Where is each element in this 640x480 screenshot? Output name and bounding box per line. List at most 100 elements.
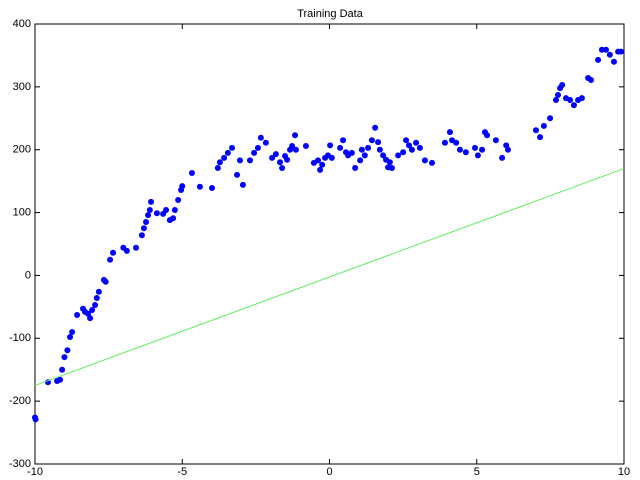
data-point (163, 207, 170, 214)
data-point (236, 157, 243, 164)
data-point (145, 212, 152, 219)
data-point (289, 142, 296, 149)
y-tick-label: -300 (9, 458, 31, 470)
data-point (456, 146, 463, 153)
data-point (618, 48, 625, 55)
data-point (416, 144, 423, 151)
data-point (441, 139, 448, 146)
data-point (400, 149, 407, 156)
data-point (262, 139, 269, 146)
data-point (406, 142, 413, 149)
data-point (588, 76, 595, 83)
data-point (380, 152, 387, 159)
x-tick-label: -5 (177, 466, 187, 478)
data-point (421, 157, 428, 164)
data-point (246, 157, 253, 164)
data-point (610, 58, 617, 65)
data-point (110, 249, 117, 256)
data-point (123, 247, 130, 254)
data-point (484, 132, 491, 139)
data-point (547, 115, 554, 122)
data-point (357, 157, 364, 164)
data-point (352, 164, 359, 171)
data-point (188, 169, 195, 176)
data-point (462, 149, 469, 156)
data-point (279, 164, 286, 171)
data-point (570, 102, 577, 109)
data-point (67, 334, 74, 341)
data-point (361, 152, 368, 159)
data-point (148, 198, 155, 205)
data-point (595, 56, 602, 63)
data-point (214, 164, 221, 171)
data-point (540, 122, 547, 129)
data-point (413, 139, 420, 146)
data-point (93, 295, 100, 302)
data-point (567, 97, 574, 104)
data-point (603, 46, 610, 53)
y-tick-label: -200 (9, 395, 31, 407)
data-point (302, 142, 309, 149)
data-point (552, 97, 559, 104)
data-point (102, 278, 109, 285)
data-point (532, 127, 539, 134)
data-point (57, 376, 64, 383)
data-point (537, 134, 544, 141)
data-point (61, 354, 68, 361)
x-tick-label: 5 (474, 466, 480, 478)
data-point (499, 154, 506, 161)
data-point (598, 46, 605, 53)
data-point (170, 215, 177, 222)
data-point (395, 152, 402, 159)
data-point (64, 347, 71, 354)
plot-frame (34, 23, 625, 465)
data-point (32, 416, 39, 423)
data-point (92, 301, 99, 308)
data-point (269, 154, 276, 161)
data-point (492, 137, 499, 144)
data-point (277, 159, 284, 166)
y-tick-label: 400 (13, 18, 31, 30)
data-point (578, 95, 585, 102)
data-point (388, 164, 395, 171)
data-point (107, 256, 114, 263)
data-point (479, 146, 486, 153)
data-point (408, 146, 415, 153)
data-point (328, 154, 335, 161)
data-point (95, 288, 102, 295)
data-point (319, 161, 326, 168)
data-point (69, 329, 76, 335)
data-point (153, 210, 160, 217)
data-point (179, 183, 186, 190)
data-point (171, 207, 178, 214)
fit-line (34, 168, 625, 386)
data-point (376, 146, 383, 153)
data-point (559, 81, 566, 88)
data-point (428, 159, 435, 166)
data-point (372, 124, 379, 131)
data-point (224, 149, 231, 156)
data-point (196, 183, 203, 190)
data-point (292, 132, 299, 139)
data-point (216, 159, 223, 166)
data-point (474, 152, 481, 159)
data-point (555, 92, 562, 99)
x-tick-label: 10 (618, 466, 630, 478)
x-tick-label: 0 (326, 466, 332, 478)
data-point (606, 51, 613, 58)
data-point (140, 225, 147, 232)
data-point (386, 159, 393, 166)
data-point (146, 207, 153, 214)
data-point (284, 156, 291, 163)
data-point (365, 144, 372, 151)
data-point (74, 312, 81, 319)
y-tick-label: -100 (9, 332, 31, 344)
data-point (239, 181, 246, 188)
data-point (348, 149, 355, 156)
data-point (375, 139, 382, 146)
data-point (358, 146, 365, 153)
data-point (208, 185, 215, 192)
data-point (257, 134, 264, 141)
